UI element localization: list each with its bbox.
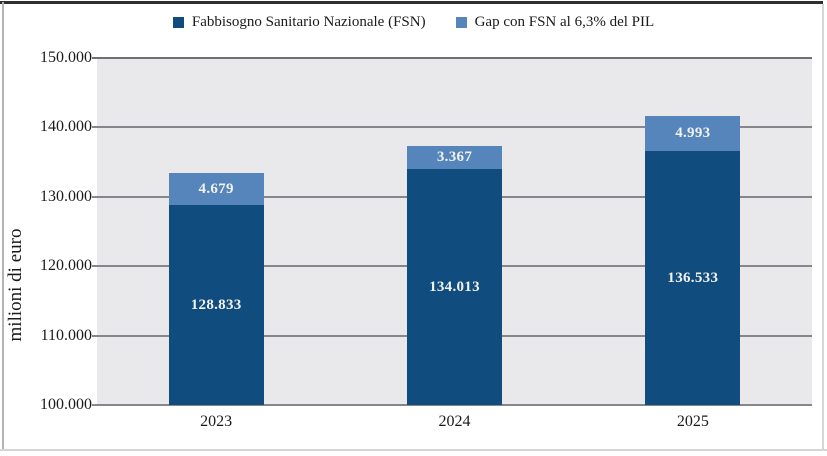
- bar-value-label: 136.533: [667, 269, 719, 286]
- x-tick-label-2025: 2025: [676, 413, 709, 430]
- frame-border-bottom: [0, 449, 827, 451]
- frame-border-right: [822, 4, 824, 450]
- legend-label: Gap con FSN al 6,3% del PIL: [474, 13, 655, 30]
- bar-value-label: 128.833: [190, 296, 242, 313]
- y-tick-label: 140.000: [40, 118, 92, 136]
- gridline: [92, 404, 812, 406]
- bar-segment-gap: 3.367: [407, 146, 502, 169]
- y-tick-label: 100.000: [40, 396, 92, 413]
- gridline: [92, 126, 812, 129]
- legend-swatch-icon: [172, 17, 184, 28]
- plot-area: 4.679 128.833 3.367 134.013 4.993 136.533: [92, 57, 812, 406]
- bar-group-2023: 4.679 128.833: [168, 173, 264, 405]
- legend-item-0: Fabbisogno Sanitario Nazionale (FSN): [172, 13, 426, 31]
- bar-group-2025: 4.993 136.533: [645, 116, 741, 405]
- frame-border-left: [2, 2, 4, 449]
- y-axis-tick-labels: 150.000 140.000 130.000 120.000 110.000 100.0…: [0, 49, 92, 413]
- bar-value-label: 4.679: [198, 180, 234, 197]
- x-axis-tick-labels: 2023 2024 2025: [97, 413, 812, 437]
- bar-segment-gap: 4.679: [168, 173, 264, 205]
- bar-segment-fsn: 134.013: [407, 169, 502, 405]
- y-tick-label: 110.000: [40, 326, 92, 344]
- x-tick-label-2024: 2024: [438, 413, 471, 430]
- bar-segment-fsn: 136.533: [645, 151, 741, 405]
- gridline: [92, 57, 812, 59]
- legend-label: Fabbisogno Sanitario Nazionale (FSN): [191, 13, 426, 30]
- y-tick-label: 130.000: [40, 187, 92, 205]
- x-tick-label-2023: 2023: [200, 413, 233, 430]
- chart-legend: Fabbisogno Sanitario Nazionale (FSN) Gap …: [0, 10, 827, 34]
- bar-value-label: 3.367: [436, 149, 473, 165]
- legend-item-1: Gap con FSN al 6,3% del PIL: [455, 13, 655, 31]
- y-tick-label: 120.000: [40, 257, 92, 275]
- bar-segment-fsn: 128.833: [168, 205, 264, 405]
- bar-segment-gap: 4.993: [645, 116, 741, 151]
- y-axis-title: milioni di euro: [5, 228, 26, 342]
- y-tick-label: 150.000: [40, 49, 92, 66]
- bar-group-2024: 3.367 134.013: [407, 146, 502, 405]
- legend-swatch-icon: [455, 17, 467, 28]
- bar-value-label: 4.993: [675, 125, 711, 141]
- frame-border-top: [0, 1, 823, 4]
- bar-value-label: 134.013: [429, 278, 480, 295]
